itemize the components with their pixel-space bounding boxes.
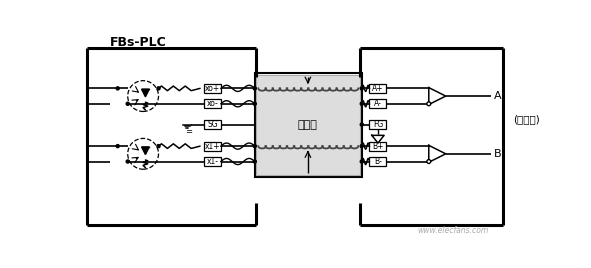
Polygon shape (429, 88, 446, 105)
Polygon shape (142, 89, 150, 97)
Bar (256, 75, 361, 175)
Circle shape (427, 102, 431, 106)
Text: B-: B- (374, 157, 382, 166)
Text: B+: B+ (372, 142, 384, 151)
Bar (369, 120, 387, 129)
Text: A: A (493, 91, 501, 101)
Circle shape (126, 160, 129, 163)
Circle shape (361, 87, 363, 90)
Text: B: B (493, 149, 501, 159)
Polygon shape (142, 147, 150, 155)
Circle shape (126, 102, 129, 105)
Text: www.elecfans.com: www.elecfans.com (417, 226, 488, 235)
Text: x1-: x1- (206, 157, 219, 166)
Bar (204, 157, 221, 166)
Circle shape (361, 160, 363, 163)
Text: xo+: xo+ (205, 84, 220, 93)
Circle shape (427, 160, 431, 163)
Text: FG: FG (373, 120, 383, 129)
Bar (204, 142, 221, 151)
Text: (编码器): (编码器) (513, 114, 540, 124)
Circle shape (116, 144, 119, 148)
Text: x1+: x1+ (204, 142, 220, 151)
Text: 双绞线: 双绞线 (298, 120, 318, 129)
Circle shape (253, 160, 256, 163)
Bar (204, 99, 221, 108)
Bar (369, 99, 387, 108)
Circle shape (361, 123, 363, 126)
Text: SG: SG (207, 120, 217, 129)
Text: =: = (185, 127, 192, 136)
Text: A-: A- (374, 99, 382, 108)
Text: FBs-PLC: FBs-PLC (110, 36, 167, 49)
Bar (369, 84, 387, 93)
Circle shape (157, 87, 160, 90)
Bar (204, 84, 221, 93)
Text: A+: A+ (372, 84, 384, 93)
Bar (369, 157, 387, 166)
Polygon shape (429, 145, 446, 162)
Circle shape (361, 102, 363, 105)
Circle shape (116, 87, 119, 90)
Circle shape (253, 144, 256, 148)
Circle shape (253, 87, 256, 90)
Bar (369, 142, 387, 151)
Circle shape (253, 102, 256, 105)
Bar (255, 73, 362, 177)
Bar (204, 120, 221, 129)
Circle shape (361, 144, 363, 148)
Text: xo-: xo- (206, 99, 218, 108)
Circle shape (157, 144, 160, 148)
Polygon shape (372, 135, 384, 143)
